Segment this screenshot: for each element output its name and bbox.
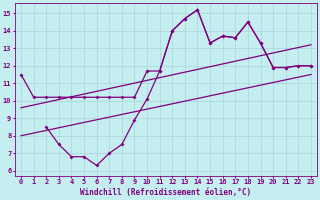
X-axis label: Windchill (Refroidissement éolien,°C): Windchill (Refroidissement éolien,°C) xyxy=(80,188,252,197)
